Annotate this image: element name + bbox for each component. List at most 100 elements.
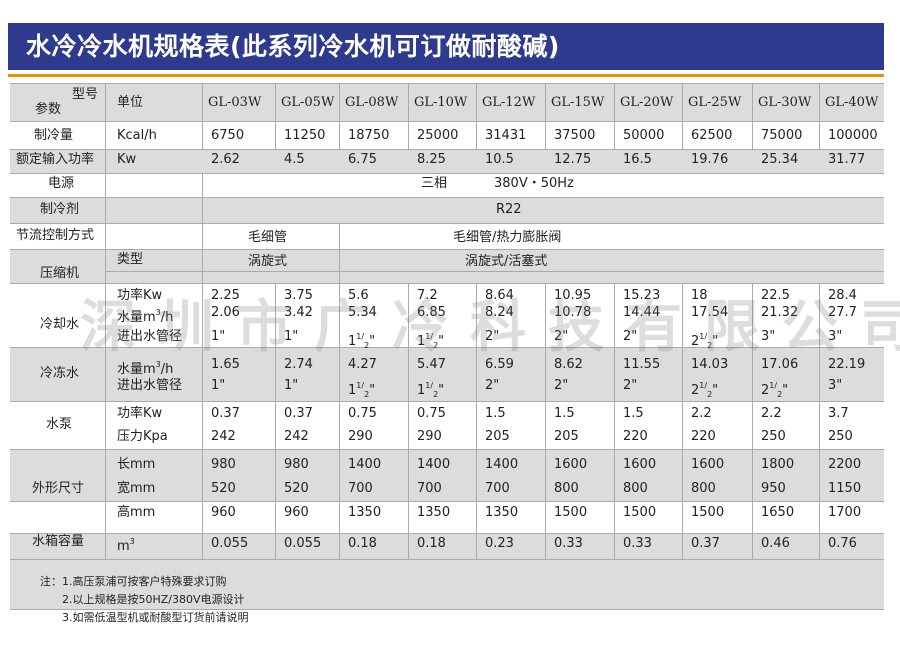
- title-bar: 水冷冷水机规格表(此系列冷水机可订做耐酸碱): [8, 23, 884, 70]
- pipe-main: 3": [761, 329, 776, 344]
- cooling-water-flow-value: 6.85: [417, 305, 446, 320]
- cooling-water-pipe-value: 11/2": [348, 329, 375, 354]
- row-band: [10, 347, 884, 401]
- watermark: 深圳市广冷科技有限公司: [80, 295, 900, 360]
- chilled-water-pipe-value: 1": [284, 378, 298, 394]
- cooling-water-flow-value: 2.06: [211, 305, 240, 320]
- compressor-power-value: 7.2: [417, 288, 438, 303]
- col-divider: [476, 283, 477, 559]
- col-divider: [339, 83, 340, 149]
- tank-label: 水箱容量: [32, 534, 85, 549]
- pipe-main: 2": [485, 378, 500, 393]
- pump-power-value: 0.75: [417, 406, 446, 421]
- cooling-water-flow-value: 21.32: [761, 305, 799, 320]
- pump-pressure-value: 250: [761, 429, 786, 444]
- cooling-water-pipe-value: 2": [485, 329, 499, 345]
- dimensions-height-value: 960: [211, 505, 236, 520]
- cooling-water-pipe-value: 1": [284, 329, 298, 345]
- dimensions-height-value: 1350: [417, 505, 451, 520]
- model-gl-05w: GL-05W: [281, 95, 335, 110]
- tank-value: 0.055: [211, 536, 249, 551]
- dimensions-height-value: 1350: [485, 505, 519, 520]
- pipe-frac-num: 1: [425, 332, 431, 341]
- dimensions-length-value: 1600: [554, 457, 588, 472]
- dimensions-width-value: 520: [284, 481, 309, 496]
- col-divider: [202, 173, 203, 283]
- row-divider: [10, 223, 884, 224]
- col-divider: [408, 83, 409, 149]
- pump-power-value: 3.7: [828, 406, 849, 421]
- pipe-frac-slash: /: [361, 332, 365, 341]
- row-band: [10, 197, 884, 223]
- pump-power-value: 1.5: [554, 406, 575, 421]
- tank-unit-sup: 3: [129, 537, 135, 546]
- dimensions-width-value: 700: [485, 481, 510, 496]
- cooling-value: 6750: [211, 128, 245, 143]
- param-label: 参数: [35, 102, 62, 117]
- cooling-water-flow-value: 8.24: [485, 305, 514, 320]
- cooling-water-label: 冷却水: [40, 317, 80, 332]
- pump-pressure-value: 205: [554, 429, 579, 444]
- tank-value: 0.18: [348, 536, 377, 551]
- row-divider: [10, 83, 884, 84]
- tank-value: 0.18: [417, 536, 446, 551]
- dimensions-height-value: 1350: [348, 505, 382, 520]
- cooling-water-pipe-value: 2": [623, 329, 637, 345]
- cooling-water-pipe-value: 2": [554, 329, 568, 345]
- pipe-main: 1: [417, 334, 426, 349]
- row-divider: [10, 401, 884, 402]
- cooling-water-flow-label-part: /h: [160, 310, 174, 325]
- pipe-main: 1: [417, 383, 426, 398]
- row-divider: [10, 533, 884, 534]
- model-gl-08w: GL-08W: [345, 95, 399, 110]
- power-supply-phase: 三相: [421, 176, 448, 191]
- pump-power-value: 2.2: [691, 406, 712, 421]
- pipe-main: 1": [284, 329, 299, 344]
- pump-label: 水泵: [46, 417, 73, 432]
- col-divider: [614, 83, 615, 149]
- pipe-main: 1": [284, 378, 299, 393]
- pipe-frac-slash: /: [361, 381, 365, 390]
- pipe-tail: ": [712, 383, 719, 398]
- dimensions-length-value: 1400: [485, 457, 519, 472]
- col-divider: [275, 83, 276, 149]
- throttle-label: 节流控制方式: [16, 228, 95, 243]
- pump-power-label: 功率Kw: [117, 406, 163, 421]
- pipe-tail: ": [438, 383, 445, 398]
- compressor-label: 压缩机: [40, 266, 80, 281]
- pipe-frac-den: 2: [707, 341, 713, 350]
- dimensions-width-label: 宽mm: [117, 481, 156, 496]
- power-input-value: 2.62: [211, 152, 240, 167]
- compressor-power-value: 5.6: [348, 288, 369, 303]
- pipe-tail: ": [438, 334, 445, 349]
- model-gl-40w: GL-40W: [825, 95, 879, 110]
- cooling-water-flow-value: 10.78: [554, 305, 592, 320]
- model-gl-20w: GL-20W: [620, 95, 674, 110]
- refrigerant-label: 制冷剂: [40, 202, 80, 217]
- dimensions-length-value: 1400: [417, 457, 451, 472]
- pipe-frac-den: 2: [707, 390, 713, 399]
- pipe-main: 1": [211, 329, 226, 344]
- chilled-water-flow-value: 1.65: [211, 357, 240, 372]
- power-input-label: 额定输入功率: [16, 152, 95, 167]
- row-band: [10, 249, 884, 283]
- row-divider: [10, 501, 884, 502]
- chilled-water-flow-value: 5.47: [417, 357, 446, 372]
- cooling-water-flow-value: 27.7: [828, 305, 857, 320]
- row-divider: [10, 173, 884, 174]
- pipe-frac-den: 2: [364, 390, 370, 399]
- power-input-value: 12.75: [554, 152, 592, 167]
- cooling-value: 37500: [554, 128, 596, 143]
- col-divider: [819, 283, 820, 559]
- pipe-main: 2": [623, 378, 638, 393]
- pipe-main: 3": [828, 378, 843, 393]
- model-gl-03w: GL-03W: [208, 95, 262, 110]
- cooling-value: 50000: [623, 128, 665, 143]
- dimensions-width-value: 700: [348, 481, 373, 496]
- pipe-frac-den: 2: [777, 390, 783, 399]
- power-input-value: 4.5: [284, 152, 305, 167]
- chilled-water-pipe-value: 11/2": [417, 378, 444, 403]
- cooling-water-pipe-label: 进出水管径: [117, 329, 183, 344]
- power-supply-label: 电源: [48, 176, 75, 191]
- col-divider: [105, 83, 106, 559]
